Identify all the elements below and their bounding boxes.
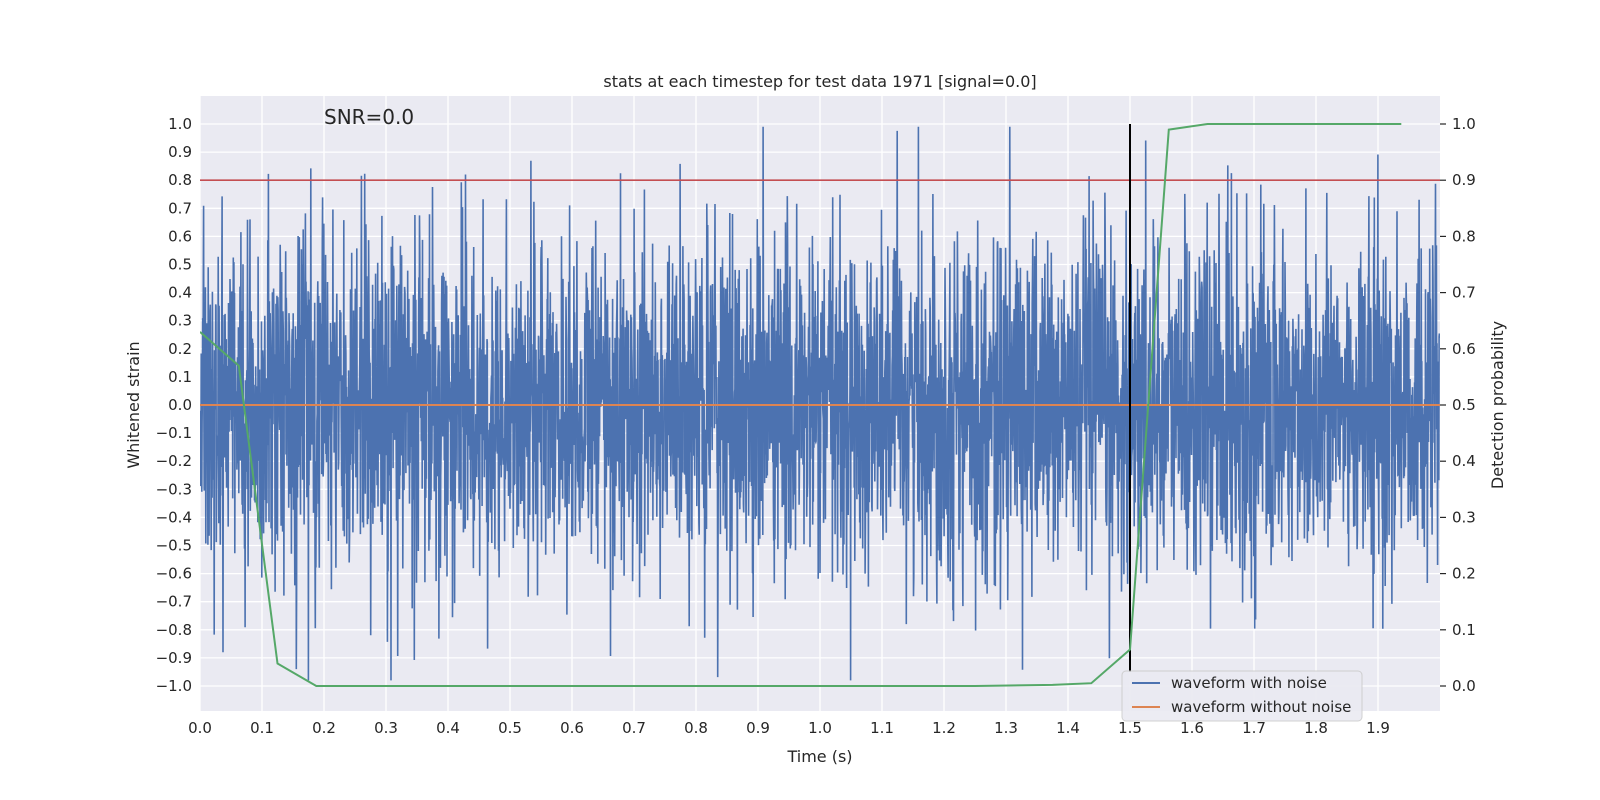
y2-axis-label: Detection probability	[1488, 321, 1507, 489]
x-tick-label: 1.1	[870, 719, 894, 737]
y-tick-label: 0.2	[168, 340, 192, 358]
y-tick-label: −0.4	[156, 508, 192, 526]
y-tick-label: 0.3	[168, 312, 192, 330]
y-tick-label: −0.5	[156, 537, 192, 555]
x-tick-label: 1.5	[1118, 719, 1142, 737]
y-tick-label: −0.6	[156, 565, 192, 583]
y2-tick-label: 0.6	[1452, 340, 1476, 358]
y2-tick-label: 0.2	[1452, 565, 1476, 583]
y2-tick-label: 0.4	[1452, 452, 1476, 470]
x-tick-label: 0.1	[250, 719, 274, 737]
legend-label-clean: waveform without noise	[1171, 698, 1351, 716]
x-tick-label: 0.5	[498, 719, 522, 737]
y2-tick-label: 1.0	[1452, 115, 1476, 133]
series-layer	[200, 123, 1440, 687]
y2-tick-label: 0.3	[1452, 508, 1476, 526]
y-tick-label: 0.4	[168, 284, 192, 302]
series-waveform-with-noise	[200, 126, 1440, 681]
snr-annotation: SNR=0.0	[324, 105, 414, 129]
series-detection-probability	[200, 123, 1402, 687]
y2-tick-label: 0.0	[1452, 677, 1476, 695]
y2-tick-label: 0.1	[1452, 621, 1476, 639]
y-tick-label: 1.0	[168, 115, 192, 133]
legend-box	[1121, 670, 1363, 722]
x-tick-label: 0.4	[436, 719, 460, 737]
x-tick-label: 1.2	[932, 719, 956, 737]
x-tick-label: 1.4	[1056, 719, 1080, 737]
y-tick-label: −0.8	[156, 621, 192, 639]
x-tick-label: 1.7	[1242, 719, 1266, 737]
y-tick-label: −0.9	[156, 649, 192, 667]
x-tick-label: 0.8	[684, 719, 708, 737]
x-tick-label: 0.3	[374, 719, 398, 737]
x-tick-label: 0.9	[746, 719, 770, 737]
x-tick-label: 1.6	[1180, 719, 1204, 737]
y-tick-label: 0.9	[168, 143, 192, 161]
y-tick-label: 0.1	[168, 368, 192, 386]
y2-tick-label: 0.7	[1452, 284, 1476, 302]
x-tick-label: 1.9	[1366, 719, 1390, 737]
y-axis-label: Whitened strain	[124, 341, 143, 468]
y-tick-label: −0.7	[156, 593, 192, 611]
y2-tick-label: 0.8	[1452, 227, 1476, 245]
x-axis-label: Time (s)	[786, 747, 852, 766]
x-tick-label: 0.7	[622, 719, 646, 737]
y-tick-label: 0.6	[168, 227, 192, 245]
x-tick-label: 0.6	[560, 719, 584, 737]
legend: waveform with noise waveform without noi…	[1121, 670, 1363, 722]
y-tick-label: −1.0	[156, 677, 192, 695]
y2-tick-label: 0.5	[1452, 396, 1476, 414]
y-tick-label: 0.8	[168, 171, 192, 189]
ticks: 0.0 0.1 0.2 0.3 0.4 0.5 0.6 0.7 0.8 0.9 1.0 1.1 1.2 1…	[156, 115, 1476, 737]
y-tick-label: −0.2	[156, 452, 192, 470]
y2-tick-label: 0.9	[1452, 171, 1476, 189]
y-tick-label: 0.5	[168, 256, 192, 274]
x-tick-label: 1.0	[808, 719, 832, 737]
x-tick-label: 0.0	[188, 719, 212, 737]
x-tick-label: 0.2	[312, 719, 336, 737]
y-tick-label: 0.0	[168, 396, 192, 414]
y-tick-label: −0.3	[156, 480, 192, 498]
chart-title: stats at each timestep for test data 197…	[603, 72, 1036, 91]
x-tick-label: 1.3	[994, 719, 1018, 737]
x-tick-label: 1.8	[1304, 719, 1328, 737]
y-tick-label: 0.7	[168, 199, 192, 217]
legend-label-noise: waveform with noise	[1171, 674, 1327, 692]
y-tick-label: −0.1	[156, 424, 192, 442]
